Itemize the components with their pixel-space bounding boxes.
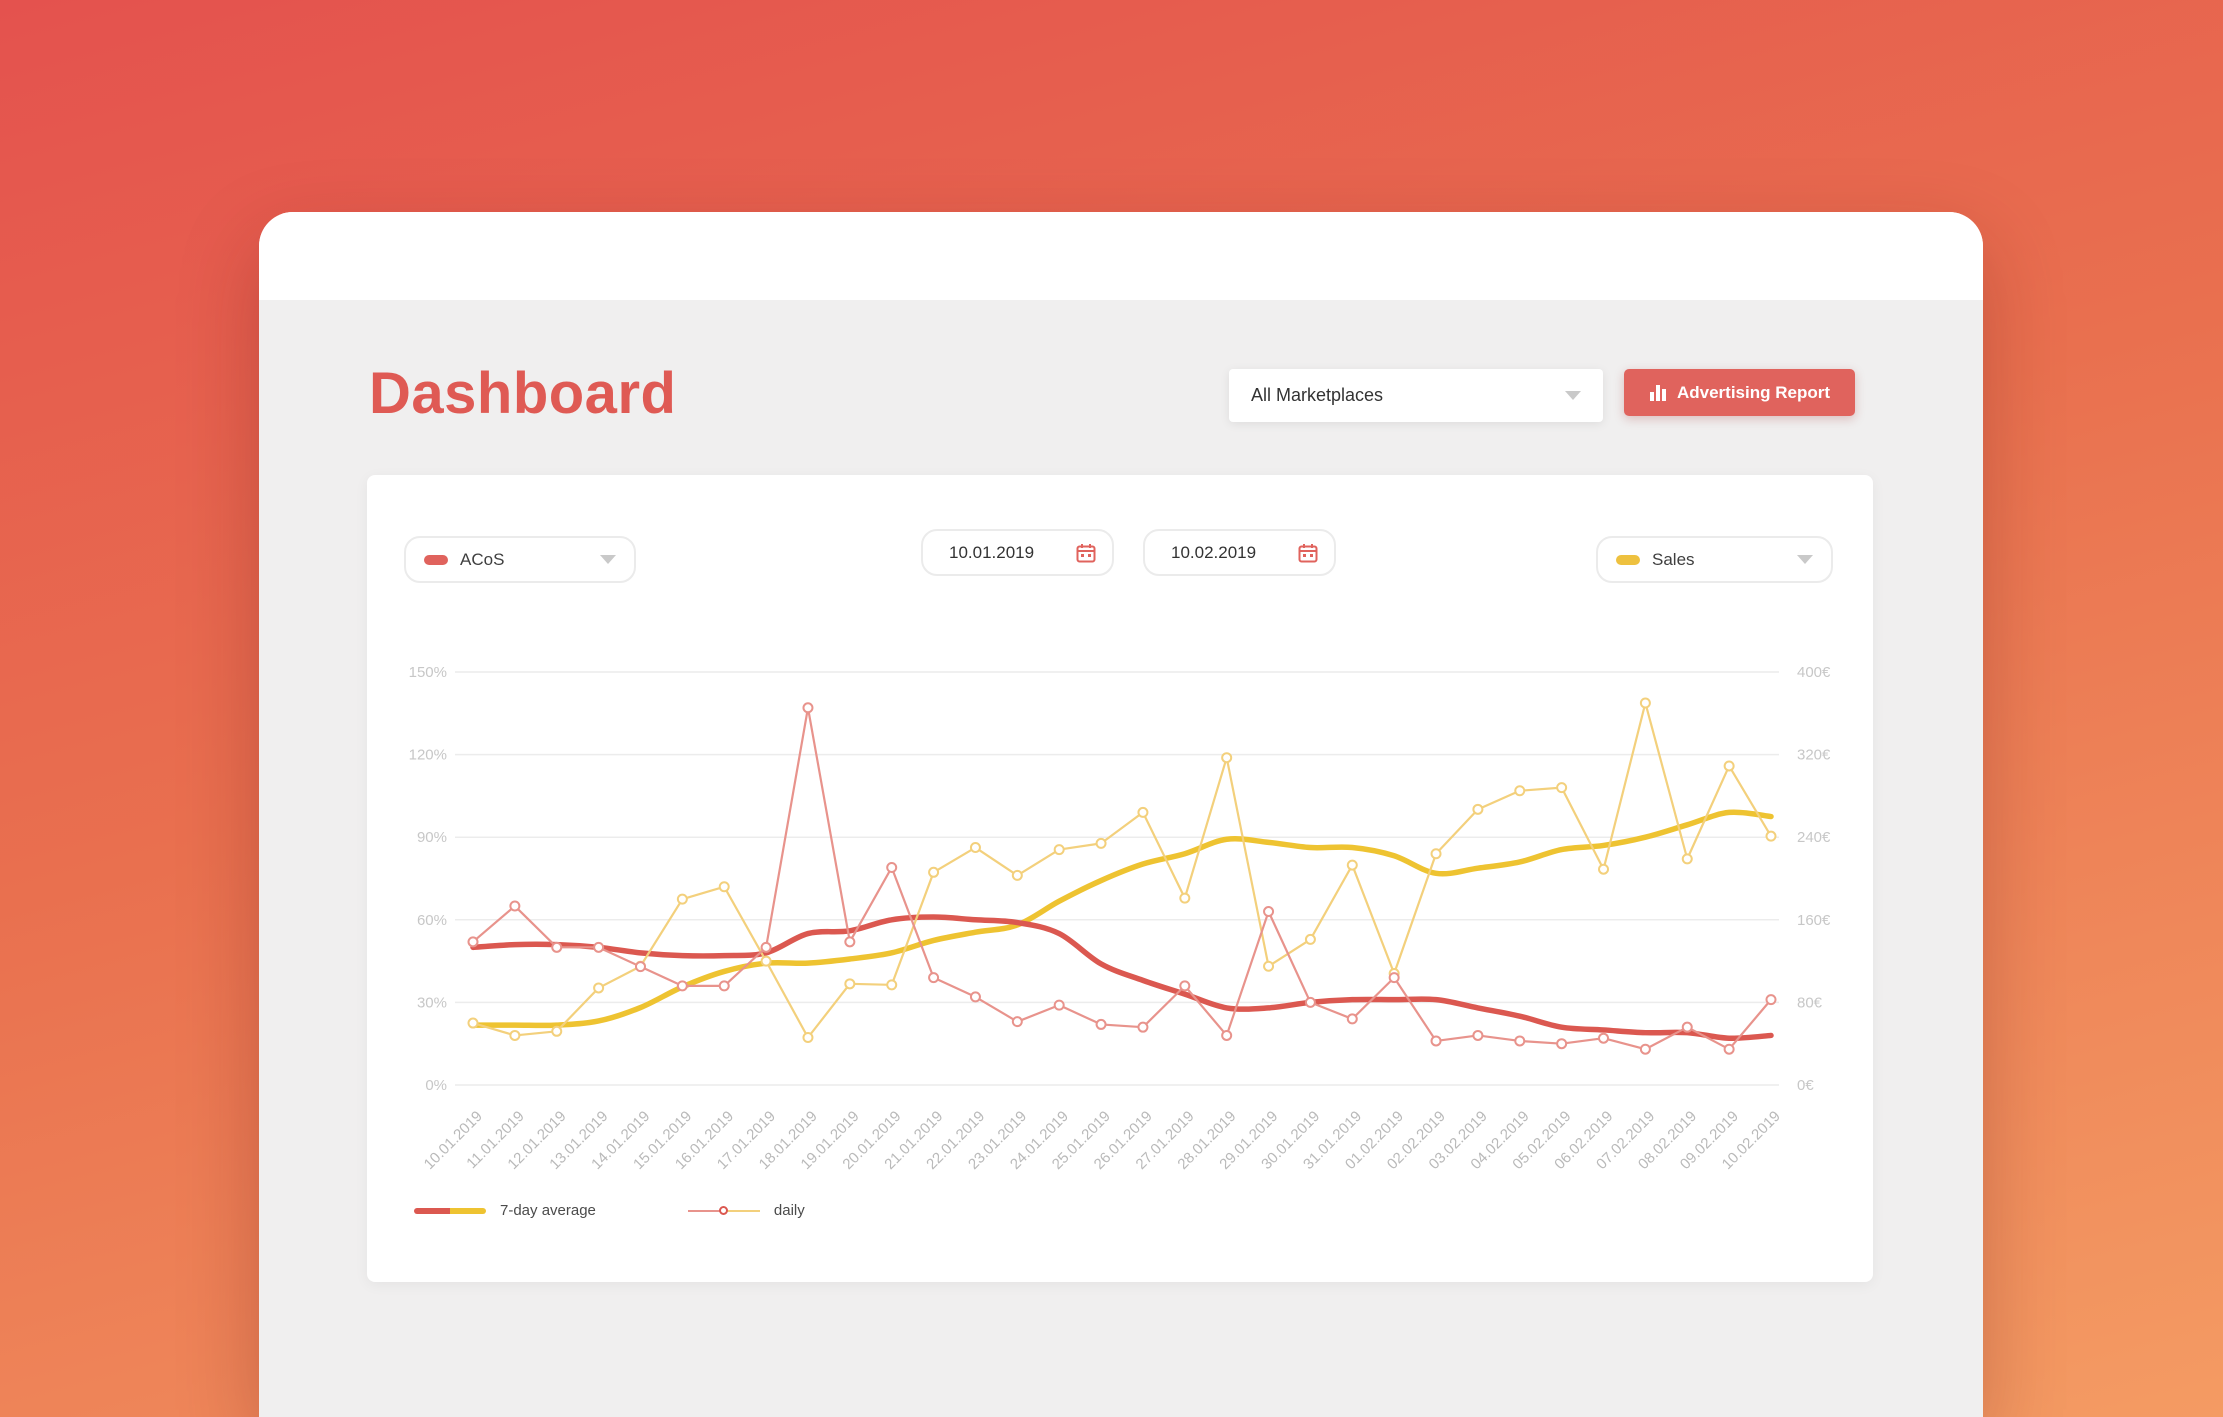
advertising-report-button[interactable]: Advertising Report bbox=[1624, 369, 1855, 416]
right-metric-select[interactable]: Sales bbox=[1596, 536, 1833, 583]
svg-text:120%: 120% bbox=[409, 747, 447, 764]
svg-text:60%: 60% bbox=[417, 912, 447, 929]
marketplace-select[interactable]: All Marketplaces bbox=[1229, 369, 1603, 422]
left-metric-select[interactable]: ACoS bbox=[404, 536, 636, 583]
chevron-down-icon bbox=[1797, 555, 1813, 564]
legend-daily-label: daily bbox=[773, 1202, 805, 1219]
chart-svg: 0% 0€ 30% 80€ 60% 160€ 90% 240€ 120% 320€ 150% 400€… bbox=[409, 664, 1831, 1173]
chevron-down-icon bbox=[1565, 391, 1581, 400]
svg-text:30%: 30% bbox=[417, 994, 447, 1011]
window-topbar bbox=[259, 212, 1983, 300]
legend-average-label: 7-day average bbox=[500, 1202, 596, 1219]
right-metric-label: Sales bbox=[1652, 549, 1695, 569]
daily-line-swatch bbox=[687, 1205, 760, 1216]
svg-text:240€: 240€ bbox=[1797, 829, 1831, 846]
app-window: Dashboard All Marketplaces Advertising R… bbox=[259, 212, 1983, 1417]
chevron-down-icon bbox=[600, 555, 616, 564]
average-line-swatch bbox=[414, 1207, 486, 1214]
date-to-field[interactable]: 10.02.2019 bbox=[1143, 529, 1336, 576]
svg-text:150%: 150% bbox=[409, 664, 447, 681]
date-from-value: 10.01.2019 bbox=[949, 542, 1035, 562]
svg-text:400€: 400€ bbox=[1797, 664, 1831, 681]
legend-item-average: 7-day average bbox=[414, 1202, 596, 1219]
svg-text:0€: 0€ bbox=[1797, 1077, 1814, 1094]
chart-card: ACoS 10.01.2019 10.02.2019 bbox=[367, 475, 1873, 1282]
bar-chart-icon bbox=[1649, 384, 1666, 401]
page-title: Dashboard bbox=[369, 361, 677, 426]
chart-legend: 7-day average daily bbox=[414, 1202, 805, 1219]
marketplace-select-value: All Marketplaces bbox=[1251, 385, 1384, 405]
sales-color-swatch bbox=[1616, 554, 1640, 565]
svg-text:160€: 160€ bbox=[1797, 912, 1831, 929]
date-to-value: 10.02.2019 bbox=[1171, 542, 1257, 562]
svg-text:80€: 80€ bbox=[1797, 994, 1823, 1011]
calendar-icon bbox=[1076, 543, 1096, 562]
legend-item-daily: daily bbox=[687, 1202, 805, 1219]
left-metric-label: ACoS bbox=[460, 549, 505, 569]
svg-text:0%: 0% bbox=[425, 1077, 447, 1094]
date-from-field[interactable]: 10.01.2019 bbox=[921, 529, 1114, 576]
calendar-icon bbox=[1298, 543, 1318, 562]
advertising-report-label: Advertising Report bbox=[1676, 382, 1831, 402]
svg-text:320€: 320€ bbox=[1797, 747, 1831, 764]
acos-color-swatch bbox=[424, 554, 448, 565]
svg-text:90%: 90% bbox=[417, 829, 447, 846]
